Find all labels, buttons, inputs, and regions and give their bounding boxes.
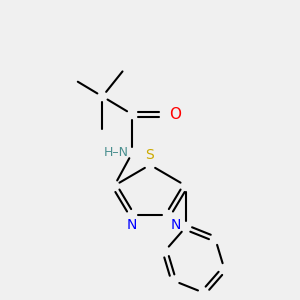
Text: S: S	[146, 148, 154, 162]
Text: H–N: H–N	[104, 146, 129, 160]
Text: N: N	[171, 218, 181, 233]
Text: O: O	[169, 107, 181, 122]
Text: N: N	[127, 218, 137, 233]
